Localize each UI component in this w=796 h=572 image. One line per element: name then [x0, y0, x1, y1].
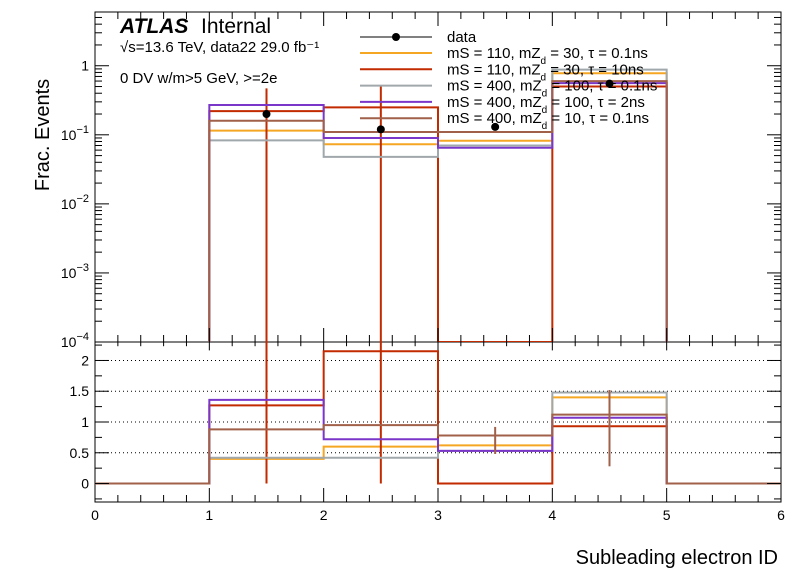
y-axis-title: Frac. Events: [32, 79, 54, 191]
energy-label: √s=13.6 TeV, data22 29.0 fb⁻¹: [120, 39, 319, 56]
ratio-y-tick-label: 2: [81, 352, 89, 368]
legend-series-label: mS = 400, mZd = 100, τ = 0.1ns: [447, 78, 657, 100]
x-tick-label: 0: [91, 507, 99, 523]
ratio-series-line-4: [95, 413, 781, 485]
ratio-y-tick-label: 0: [81, 476, 89, 492]
legend-data-label: data: [447, 29, 477, 46]
data-point: [605, 79, 614, 88]
ratio-series-line-1: [95, 350, 781, 485]
x-tick-label: 6: [777, 507, 785, 523]
legend-data-marker: [392, 33, 400, 41]
selection-label: 0 DV w/m>5 GeV, >=2e: [120, 70, 277, 87]
x-tick-label: 5: [663, 507, 671, 523]
series-line-2: [208, 68, 668, 342]
y-tick-label: 10−2: [61, 193, 89, 212]
data-point: [262, 110, 271, 119]
x-tick-label: 1: [205, 507, 213, 523]
ratio-y-tick-label: 1.5: [70, 383, 90, 399]
y-tick-label: 1: [81, 58, 89, 74]
y-tick-label: 10−1: [61, 124, 89, 143]
legend-series-label: mS = 110, mZd = 30, τ = 0.1ns: [447, 45, 648, 67]
atlas-label: ATLAS: [119, 15, 188, 38]
x-axis-title: Subleading electron ID: [576, 547, 778, 569]
x-tick-label: 3: [434, 507, 442, 523]
internal-label: Internal: [201, 15, 271, 38]
y-tick-label: 10−4: [61, 331, 89, 350]
data-point: [491, 122, 500, 131]
ratio-y-tick-label: 1: [81, 414, 89, 430]
x-tick-label: 2: [320, 507, 328, 523]
legend-series-label: mS = 400, mZd = 10, τ = 0.1ns: [447, 110, 649, 132]
legend-series-label: mS = 400, mZd = 100, τ = 2ns: [447, 94, 645, 116]
y-tick-label: 10−3: [61, 262, 89, 281]
x-tick-label: 4: [548, 507, 556, 523]
series-line-4: [208, 80, 668, 342]
legend-series-label: mS = 110, mZd = 30, τ = 10ns: [447, 61, 644, 83]
data-point: [376, 125, 385, 134]
ratio-y-tick-label: 0.5: [70, 445, 90, 461]
